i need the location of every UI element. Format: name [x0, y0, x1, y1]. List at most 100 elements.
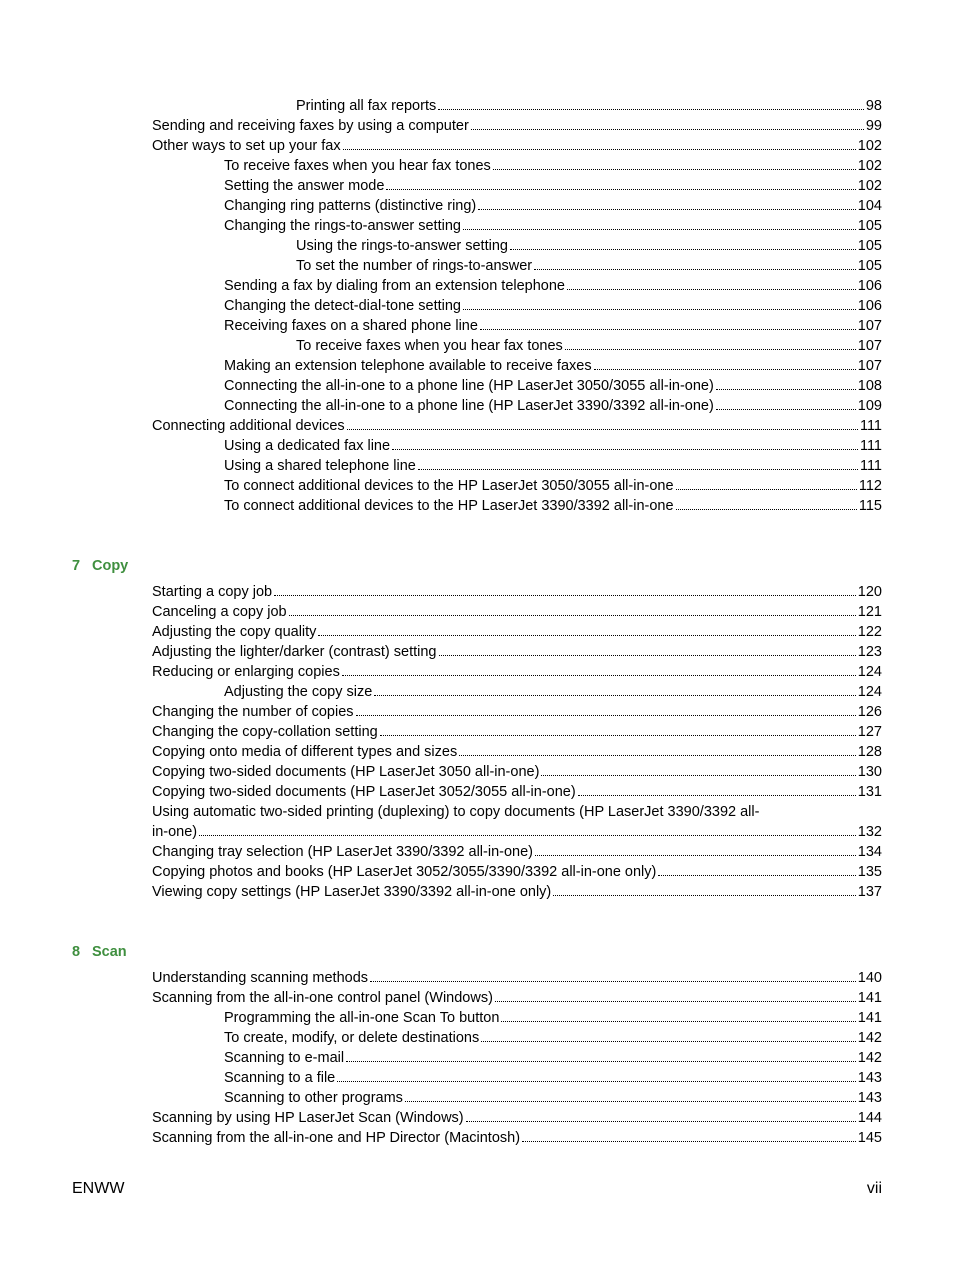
toc-entry[interactable]: Scanning from the all-in-one control pan…	[152, 988, 882, 1008]
toc-entry[interactable]: Printing all fax reports98	[152, 96, 882, 116]
toc-entry[interactable]: Viewing copy settings (HP LaserJet 3390/…	[152, 882, 882, 902]
toc-entry-page: 127	[858, 722, 882, 742]
toc-entry-page: 108	[858, 376, 882, 396]
toc-leader-dots	[463, 229, 856, 230]
footer-left: ENWW	[72, 1180, 124, 1198]
toc-entry-page: 99	[866, 116, 882, 136]
toc-entry[interactable]: Connecting the all-in-one to a phone lin…	[152, 396, 882, 416]
toc-entry[interactable]: Understanding scanning methods140	[152, 968, 882, 988]
toc-entry[interactable]: Scanning to other programs143	[152, 1088, 882, 1108]
toc-entry[interactable]: Changing tray selection (HP LaserJet 339…	[152, 842, 882, 862]
toc-entry-text: Other ways to set up your fax	[152, 136, 341, 156]
toc-entry-text: Scanning from the all-in-one control pan…	[152, 988, 493, 1008]
toc-entry-text: Scanning by using HP LaserJet Scan (Wind…	[152, 1108, 464, 1128]
toc-entry[interactable]: Changing the number of copies126	[152, 702, 882, 722]
chapter-heading[interactable]: 7Copy	[72, 556, 882, 576]
toc-entry[interactable]: Copying two-sided documents (HP LaserJet…	[152, 782, 882, 802]
toc-entry[interactable]: Copying photos and books (HP LaserJet 30…	[152, 862, 882, 882]
toc-entry[interactable]: To receive faxes when you hear fax tones…	[152, 156, 882, 176]
toc-entry[interactable]: Scanning from the all-in-one and HP Dire…	[152, 1128, 882, 1148]
toc-entry[interactable]: Changing the copy-collation setting127	[152, 722, 882, 742]
table-of-contents: Printing all fax reports98Sending and re…	[72, 96, 882, 1148]
toc-entry[interactable]: Using a dedicated fax line 111	[152, 436, 882, 456]
toc-entry-text: Scanning from the all-in-one and HP Dire…	[152, 1128, 520, 1148]
toc-entry-page: 111	[860, 436, 882, 456]
toc-entry[interactable]: Adjusting the copy quality122	[152, 622, 882, 642]
toc-entry-page: 142	[858, 1028, 882, 1048]
toc-entry[interactable]: Making an extension telephone available …	[152, 356, 882, 376]
toc-entry[interactable]: Copying two-sided documents (HP LaserJet…	[152, 762, 882, 782]
toc-entry[interactable]: Copying onto media of different types an…	[152, 742, 882, 762]
toc-leader-dots	[274, 595, 856, 596]
toc-entry[interactable]: To connect additional devices to the HP …	[152, 496, 882, 516]
toc-entry-page: 105	[858, 236, 882, 256]
toc-entry[interactable]: Changing the detect-dial-tone setting106	[152, 296, 882, 316]
toc-entry[interactable]: Changing the rings-to-answer setting105	[152, 216, 882, 236]
toc-entry[interactable]: Reducing or enlarging copies124	[152, 662, 882, 682]
toc-entry[interactable]: Canceling a copy job121	[152, 602, 882, 622]
toc-leader-dots	[495, 1001, 856, 1002]
toc-entry[interactable]: Scanning to e-mail142	[152, 1048, 882, 1068]
toc-section: Understanding scanning methods140Scannin…	[152, 968, 882, 1148]
chapter-heading[interactable]: 8Scan	[72, 942, 882, 962]
toc-entry-page: 98	[866, 96, 882, 116]
toc-entry[interactable]: To set the number of rings-to-answer105	[152, 256, 882, 276]
toc-entry-page: 106	[858, 276, 882, 296]
toc-entry[interactable]: Using automatic two-sided printing (dupl…	[152, 802, 882, 842]
toc-entry-text: To connect additional devices to the HP …	[224, 476, 674, 496]
toc-entry[interactable]: Connecting additional devices111	[152, 416, 882, 436]
toc-leader-dots	[459, 755, 856, 756]
toc-entry-page: 102	[858, 156, 882, 176]
toc-leader-dots	[676, 509, 857, 510]
toc-entry[interactable]: To create, modify, or delete destination…	[152, 1028, 882, 1048]
toc-entry[interactable]: Connecting the all-in-one to a phone lin…	[152, 376, 882, 396]
toc-entry-page: 105	[858, 216, 882, 236]
toc-entry[interactable]: Changing ring patterns (distinctive ring…	[152, 196, 882, 216]
toc-leader-dots	[594, 369, 856, 370]
toc-entry[interactable]: To receive faxes when you hear fax tones…	[152, 336, 882, 356]
toc-entry-text: Sending and receiving faxes by using a c…	[152, 116, 469, 136]
toc-entry-page: 107	[858, 336, 882, 356]
toc-entry-page: 111	[860, 456, 882, 476]
toc-entry[interactable]: Programming the all-in-one Scan To butto…	[152, 1008, 882, 1028]
toc-entry[interactable]: Other ways to set up your fax102	[152, 136, 882, 156]
toc-entry-page: 130	[858, 762, 882, 782]
toc-entry-text: Receiving faxes on a shared phone line	[224, 316, 478, 336]
toc-entry-page: 144	[858, 1108, 882, 1128]
toc-entry-page: 105	[858, 256, 882, 276]
toc-leader-dots	[405, 1101, 856, 1102]
page-footer: ENWW vii	[72, 1180, 882, 1198]
toc-leader-dots	[510, 249, 856, 250]
toc-entry-page: 115	[859, 496, 882, 516]
toc-entry[interactable]: Sending and receiving faxes by using a c…	[152, 116, 882, 136]
toc-entry[interactable]: in-one)132	[152, 822, 882, 842]
toc-entry-text: Copying onto media of different types an…	[152, 742, 457, 762]
toc-leader-dots	[342, 675, 856, 676]
toc-entry[interactable]: To connect additional devices to the HP …	[152, 476, 882, 496]
toc-leader-dots	[471, 129, 864, 130]
toc-entry[interactable]: Using the rings-to-answer setting 105	[152, 236, 882, 256]
toc-entry-text: Copying two-sided documents (HP LaserJet…	[152, 782, 576, 802]
toc-entry[interactable]: Starting a copy job120	[152, 582, 882, 602]
toc-entry-text: Adjusting the copy quality	[152, 622, 316, 642]
toc-entry[interactable]: Adjusting the lighter/darker (contrast) …	[152, 642, 882, 662]
toc-entry[interactable]: Adjusting the copy size124	[152, 682, 882, 702]
toc-entry[interactable]: Using a shared telephone line111	[152, 456, 882, 476]
toc-entry-page: 126	[858, 702, 882, 722]
chapter-number: 7	[72, 556, 92, 576]
toc-entry-text: Using a dedicated fax line	[224, 436, 390, 456]
toc-entry-text: Changing ring patterns (distinctive ring…	[224, 196, 476, 216]
toc-entry-text: Adjusting the lighter/darker (contrast) …	[152, 642, 437, 662]
toc-entry[interactable]: Receiving faxes on a shared phone line10…	[152, 316, 882, 336]
toc-leader-dots	[380, 735, 856, 736]
toc-entry[interactable]: Setting the answer mode102	[152, 176, 882, 196]
toc-leader-dots	[716, 409, 856, 410]
toc-entry[interactable]: Scanning by using HP LaserJet Scan (Wind…	[152, 1108, 882, 1128]
toc-leader-dots	[418, 469, 858, 470]
toc-section: Printing all fax reports98Sending and re…	[152, 96, 882, 516]
toc-entry-text: Reducing or enlarging copies	[152, 662, 340, 682]
toc-entry[interactable]: Scanning to a file143	[152, 1068, 882, 1088]
toc-entry[interactable]: Sending a fax by dialing from an extensi…	[152, 276, 882, 296]
toc-leader-dots	[480, 329, 856, 330]
toc-entry-text: Using the rings-to-answer setting	[296, 236, 508, 256]
